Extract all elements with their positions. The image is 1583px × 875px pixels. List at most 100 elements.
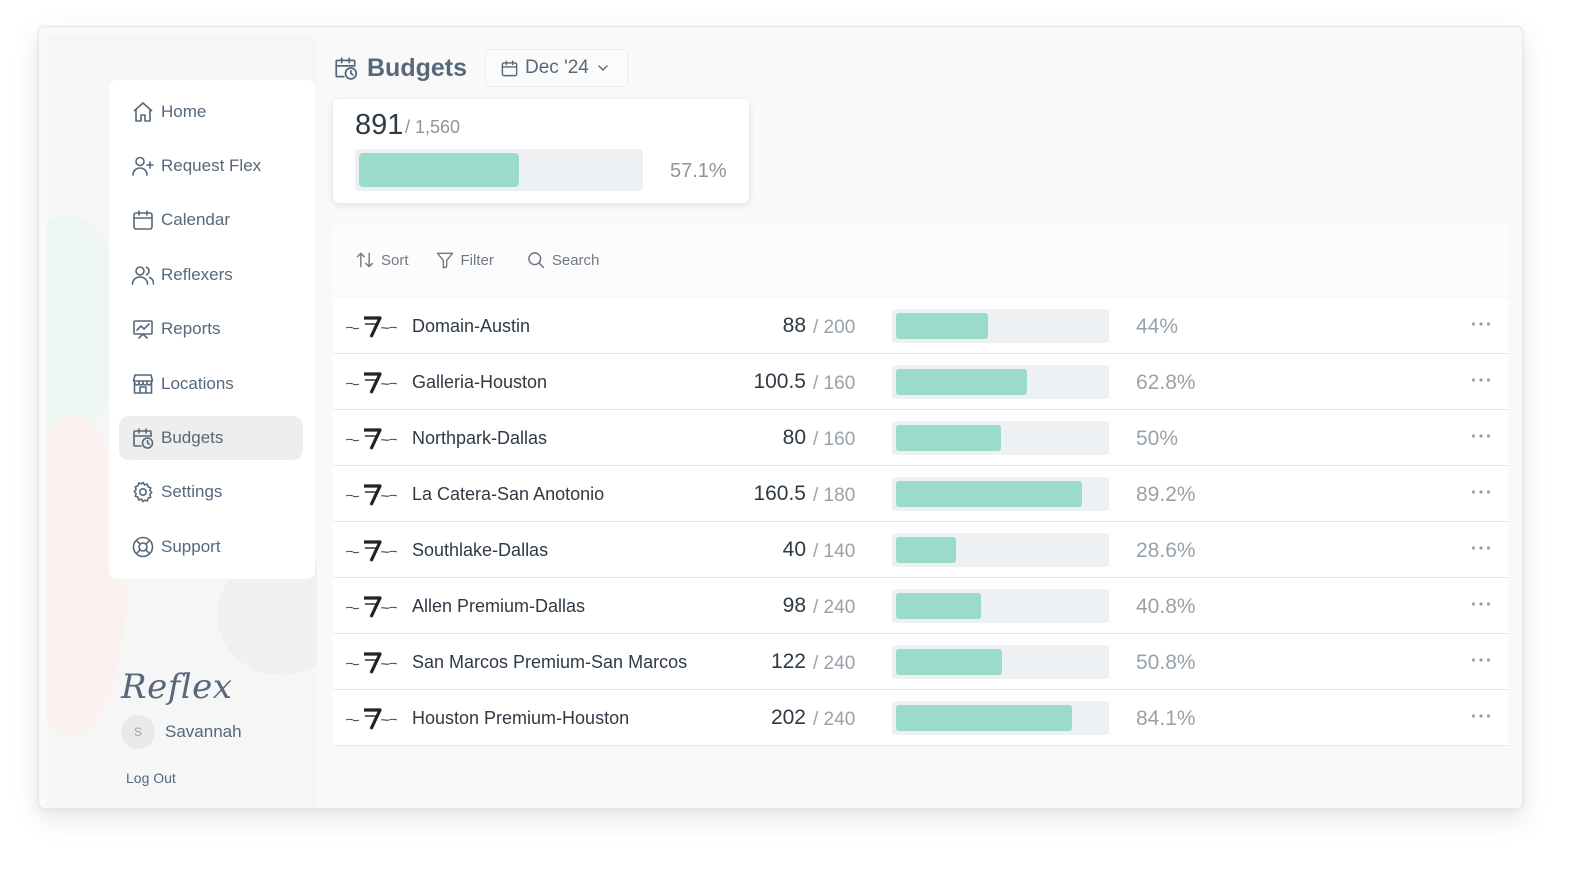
brand-logo-icon bbox=[345, 316, 398, 338]
table-row[interactable]: Galleria-Houston 100.5 / 160 62.8% bbox=[333, 354, 1508, 410]
calendar-icon bbox=[133, 210, 153, 230]
more-options-icon[interactable] bbox=[1469, 592, 1493, 616]
nav-item-reflexers[interactable]: Reflexers bbox=[119, 253, 303, 297]
calendar-clock-icon bbox=[335, 57, 358, 80]
nav-item-label: Locations bbox=[161, 374, 234, 393]
nav-item-support[interactable]: Support bbox=[119, 525, 303, 569]
month-label: Dec '24 bbox=[525, 57, 589, 78]
table-row[interactable]: Northpark-Dallas 80 / 160 50% bbox=[333, 410, 1508, 466]
location-total: / 160 bbox=[813, 429, 856, 450]
location-progress-fill bbox=[896, 705, 1072, 731]
nav-item-locations[interactable]: Locations bbox=[119, 362, 303, 406]
location-progress-fill bbox=[896, 649, 1002, 675]
gear-icon bbox=[133, 481, 153, 503]
location-percent: 50.8% bbox=[1136, 651, 1196, 674]
brand-logo-icon bbox=[345, 428, 398, 450]
location-used: 80 bbox=[782, 426, 806, 449]
user-profile[interactable]: S Savannah bbox=[121, 715, 242, 749]
sort-button[interactable]: Sort bbox=[355, 250, 409, 270]
location-progress-track bbox=[892, 477, 1109, 511]
table-row[interactable]: Allen Premium-Dallas 98 / 240 40.8% bbox=[333, 578, 1508, 634]
location-percent: 50% bbox=[1136, 427, 1179, 450]
location-total: / 160 bbox=[813, 373, 856, 394]
more-options-icon[interactable] bbox=[1469, 648, 1493, 672]
summary-progress-track bbox=[355, 149, 643, 191]
nav-item-settings[interactable]: Settings bbox=[119, 470, 303, 514]
filter-icon bbox=[436, 252, 453, 269]
user-plus-icon bbox=[132, 156, 154, 176]
table-row[interactable]: Southlake-Dallas 40 / 140 28.6% bbox=[333, 522, 1508, 578]
more-options-icon[interactable] bbox=[1469, 312, 1493, 336]
summary-total: / 1,560 bbox=[405, 117, 461, 137]
location-percent: 84.1% bbox=[1136, 707, 1196, 730]
nav-item-calendar[interactable]: Calendar bbox=[119, 198, 303, 242]
chart-icon bbox=[133, 320, 153, 339]
calendar-icon bbox=[501, 60, 518, 76]
location-total: / 200 bbox=[813, 317, 856, 338]
main-content: Budgets Dec '24 891 / 1,560 57.1% Sort bbox=[317, 27, 1522, 808]
location-progress-fill bbox=[896, 593, 981, 619]
more-options-icon[interactable] bbox=[1469, 424, 1493, 448]
more-options-icon[interactable] bbox=[1469, 368, 1493, 392]
filter-button[interactable]: Filter bbox=[435, 250, 494, 270]
logout-link[interactable]: Log Out bbox=[126, 770, 176, 786]
brand-logo-icon bbox=[345, 372, 398, 394]
sidebar: Home Request Flex Calendar Reflexers Rep… bbox=[47, 35, 317, 808]
location-used: 98 bbox=[782, 594, 806, 617]
nav-item-label: Settings bbox=[161, 482, 223, 501]
location-used: 40 bbox=[782, 538, 806, 561]
nav-menu: Home Request Flex Calendar Reflexers Rep… bbox=[109, 80, 315, 579]
location-name: Southlake-Dallas bbox=[412, 540, 549, 560]
calendar-clock-icon bbox=[133, 428, 154, 449]
table-row[interactable]: La Catera-San Anotonio 160.5 / 180 89.2% bbox=[333, 466, 1508, 522]
location-name: La Catera-San Anotonio bbox=[412, 484, 605, 504]
location-percent: 89.2% bbox=[1136, 483, 1196, 506]
location-name: Houston Premium-Houston bbox=[412, 708, 630, 728]
location-name: San Marcos Premium-San Marcos bbox=[412, 652, 688, 672]
location-total: / 240 bbox=[813, 653, 856, 674]
location-total: / 140 bbox=[813, 541, 856, 562]
nav-item-request-flex[interactable]: Request Flex bbox=[119, 144, 303, 188]
location-total: / 180 bbox=[813, 485, 856, 506]
location-percent: 44% bbox=[1136, 315, 1179, 338]
search-label: Search bbox=[551, 251, 600, 269]
month-selector[interactable]: Dec '24 bbox=[485, 49, 628, 87]
location-progress-track bbox=[892, 421, 1109, 455]
location-progress-track bbox=[892, 645, 1109, 679]
table-row[interactable]: Houston Premium-Houston 202 / 240 84.1% bbox=[333, 690, 1508, 746]
summary-used: 891 bbox=[355, 109, 404, 141]
search-button[interactable]: Search bbox=[526, 250, 600, 270]
location-progress-track bbox=[892, 365, 1109, 399]
brand-logo-icon bbox=[345, 484, 398, 506]
location-name: Domain-Austin bbox=[412, 316, 531, 336]
table-row[interactable]: Domain-Austin 88 / 200 44% bbox=[333, 298, 1508, 354]
location-total: / 240 bbox=[813, 709, 856, 730]
more-options-icon[interactable] bbox=[1469, 704, 1493, 728]
more-options-icon[interactable] bbox=[1469, 480, 1493, 504]
nav-item-label: Support bbox=[161, 537, 221, 556]
nav-item-label: Budgets bbox=[161, 428, 224, 447]
nav-item-label: Request Flex bbox=[161, 156, 262, 175]
sort-label: Sort bbox=[381, 251, 409, 269]
nav-item-home[interactable]: Home bbox=[119, 90, 303, 134]
nav-item-label: Home bbox=[161, 102, 207, 121]
budgets-table: Sort Filter Search Domain-Austin 88 / 20… bbox=[333, 224, 1508, 754]
nav-item-reports[interactable]: Reports bbox=[119, 307, 303, 351]
location-progress-track bbox=[892, 309, 1109, 343]
location-progress-track bbox=[892, 589, 1109, 623]
app-window: Home Request Flex Calendar Reflexers Rep… bbox=[38, 26, 1523, 809]
location-name: Northpark-Dallas bbox=[412, 428, 548, 448]
brand-logo-icon bbox=[345, 540, 398, 562]
location-progress-fill bbox=[896, 425, 1001, 451]
more-options-icon[interactable] bbox=[1469, 536, 1493, 560]
nav-item-budgets[interactable]: Budgets bbox=[119, 416, 303, 460]
location-used: 88 bbox=[782, 314, 806, 337]
location-progress-fill bbox=[896, 369, 1027, 395]
home-icon bbox=[133, 102, 153, 122]
location-used: 100.5 bbox=[753, 370, 806, 393]
summary-progress-fill bbox=[359, 153, 519, 187]
table-row[interactable]: San Marcos Premium-San Marcos 122 / 240 … bbox=[333, 634, 1508, 690]
location-progress-fill bbox=[896, 481, 1082, 507]
brand-logo-icon bbox=[345, 652, 398, 674]
location-name: Galleria-Houston bbox=[412, 372, 548, 392]
